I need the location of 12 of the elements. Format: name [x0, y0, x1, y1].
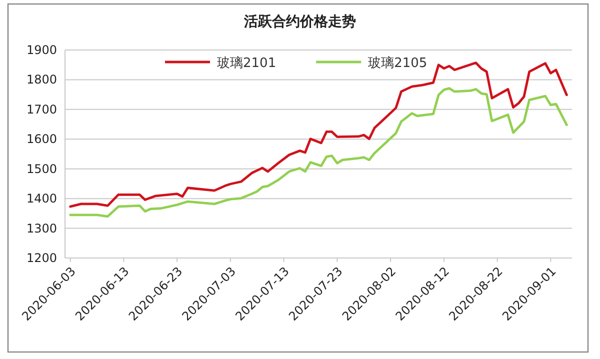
legend-label: 玻璃2101: [217, 56, 276, 71]
y-tick-label: 1300: [26, 221, 57, 236]
y-tick-label: 1800: [26, 72, 57, 87]
legend-label: 玻璃2105: [368, 56, 428, 71]
y-tick-label: 1600: [26, 132, 57, 146]
y-tick-label: 1200: [26, 251, 57, 265]
y-tick-label: 1500: [26, 162, 57, 176]
y-tick-label: 1900: [26, 43, 57, 57]
line-series: [69, 87, 568, 218]
chart-title: 活跃合约价格走势: [243, 14, 356, 30]
y-tick-label: 1400: [26, 192, 57, 206]
y-tick-label: 1700: [26, 102, 57, 116]
